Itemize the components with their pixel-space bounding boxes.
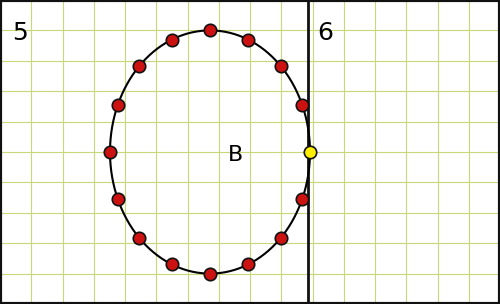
Point: [136, 64, 143, 68]
Point: [106, 150, 114, 154]
Point: [114, 196, 122, 201]
Point: [114, 103, 122, 108]
Point: [244, 262, 252, 267]
Point: [206, 271, 214, 276]
Point: [298, 103, 306, 108]
Point: [206, 28, 214, 33]
Point: [168, 37, 175, 42]
Point: [276, 64, 284, 68]
Text: 5: 5: [12, 21, 28, 45]
Text: 6: 6: [318, 21, 334, 45]
Point: [136, 236, 143, 240]
Point: [244, 37, 252, 42]
Point: [298, 196, 306, 201]
Point: [276, 236, 284, 240]
Point: [306, 150, 314, 154]
Point: [168, 262, 175, 267]
Text: B: B: [228, 145, 242, 165]
